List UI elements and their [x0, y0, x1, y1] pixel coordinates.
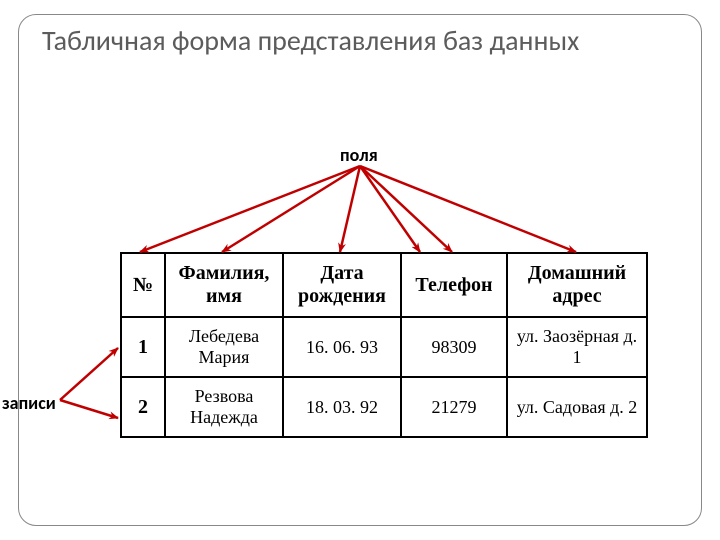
records-label: записи: [2, 392, 56, 414]
cell-addr: ул. Садовая д. 2: [507, 377, 647, 437]
cell-date: 18. 03. 92: [283, 377, 401, 437]
col-header-name: Фамилия, имя: [165, 253, 283, 317]
table-body: 1Лебедева Мария16. 06. 9398309ул. Заозёр…: [121, 317, 647, 437]
page-title: Табличная форма представления баз данных: [42, 24, 602, 58]
cell-name: Лебедева Мария: [165, 317, 283, 377]
table-header-row: № Фамилия, имя Дата рождения Телефон Дом…: [121, 253, 647, 317]
data-table: № Фамилия, имя Дата рождения Телефон Дом…: [120, 252, 648, 438]
cell-date: 16. 06. 93: [283, 317, 401, 377]
cell-phone: 98309: [401, 317, 507, 377]
col-header-date: Дата рождения: [283, 253, 401, 317]
cell-num: 1: [121, 317, 165, 377]
table-row: 1Лебедева Мария16. 06. 9398309ул. Заозёр…: [121, 317, 647, 377]
cell-phone: 21279: [401, 377, 507, 437]
col-header-phone: Телефон: [401, 253, 507, 317]
cell-name: Резвова Надежда: [165, 377, 283, 437]
cell-addr: ул. Заозёрная д. 1: [507, 317, 647, 377]
col-header-num: №: [121, 253, 165, 317]
col-header-addr: Домашний адрес: [507, 253, 647, 317]
table-row: 2Резвова Надежда18. 03. 9221279ул. Садов…: [121, 377, 647, 437]
cell-num: 2: [121, 377, 165, 437]
fields-label: поля: [340, 144, 378, 166]
